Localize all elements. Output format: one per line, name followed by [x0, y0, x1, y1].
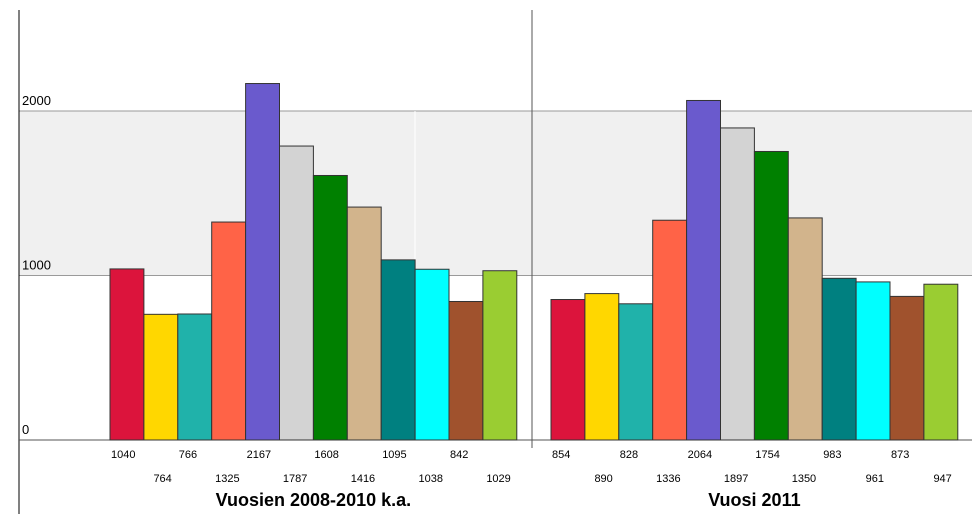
bar-g2-2	[584, 293, 620, 441]
bar-g1-5	[245, 83, 281, 441]
bar-g2-12	[923, 283, 959, 441]
bar-g2-1	[550, 299, 586, 441]
value-labels: 1040 764 766 1325 2167 1787 1608 1416 1095 1038 84…	[111, 449, 952, 485]
bar-g1-9	[380, 259, 416, 441]
bar-g1-6	[279, 145, 314, 441]
y-tick-0: 0	[22, 422, 29, 437]
value-label-g1-7: 1608	[314, 449, 338, 461]
value-label-g1-5: 2167	[247, 449, 271, 461]
bar-g1-3	[177, 313, 213, 441]
value-label-g1-3: 766	[179, 449, 197, 461]
value-label-g2-3: 828	[620, 449, 638, 461]
bar-g1-8	[346, 206, 382, 441]
value-label-g1-2: 764	[153, 473, 171, 485]
y-tick-2000: 2000	[22, 93, 51, 108]
bar-g2-10	[855, 281, 891, 441]
bar-g2-9	[821, 277, 857, 441]
bar-g1-7	[312, 174, 348, 441]
bars	[109, 83, 959, 441]
value-label-g2-10: 961	[866, 473, 884, 485]
value-label-g1-1: 1040	[111, 449, 135, 461]
group-labels: Vuosien 2008-2010 k.a. Vuosi 2011	[216, 490, 801, 510]
value-label-g2-6: 1897	[724, 473, 748, 485]
value-label-g2-8: 1350	[792, 473, 816, 485]
bar-g1-1	[109, 268, 145, 441]
value-label-g1-11: 842	[450, 449, 468, 461]
value-label-g2-7: 1754	[755, 449, 779, 461]
bar-g1-4	[211, 221, 247, 441]
bar-g2-7	[753, 150, 789, 441]
bar-g1-2	[143, 313, 179, 441]
value-label-g2-2: 890	[594, 473, 612, 485]
value-label-g2-4: 1336	[656, 473, 680, 485]
value-label-g1-10: 1038	[419, 473, 443, 485]
bar-g1-11	[448, 300, 484, 441]
value-label-g1-8: 1416	[351, 473, 375, 485]
bar-g1-10	[414, 268, 450, 441]
value-label-g1-4: 1325	[215, 473, 239, 485]
value-label-g2-12: 947	[933, 473, 951, 485]
value-label-g1-12: 1029	[486, 473, 510, 485]
bar-g2-4	[652, 219, 688, 441]
group-label-2: Vuosi 2011	[708, 490, 800, 510]
bar-g2-5	[686, 99, 721, 441]
y-tick-1000: 1000	[22, 258, 51, 273]
band-1000-2000	[19, 111, 972, 276]
bar-g2-11	[889, 295, 925, 441]
value-label-g2-1: 854	[552, 449, 570, 461]
bar-g2-3	[618, 303, 654, 441]
value-label-g1-6: 1787	[283, 473, 307, 485]
value-label-g2-5: 2064	[688, 449, 712, 461]
bar-g2-8	[787, 217, 823, 441]
value-label-g2-11: 873	[891, 449, 909, 461]
y-axis-ticks: 0 1000 2000	[22, 93, 51, 437]
bar-g1-12	[482, 270, 518, 441]
bar-g2-6	[720, 127, 755, 441]
value-label-g2-9: 983	[823, 449, 841, 461]
group-label-1: Vuosien 2008-2010 k.a.	[216, 490, 411, 510]
plot-background-bands	[19, 111, 972, 276]
value-label-g1-9: 1095	[382, 449, 406, 461]
